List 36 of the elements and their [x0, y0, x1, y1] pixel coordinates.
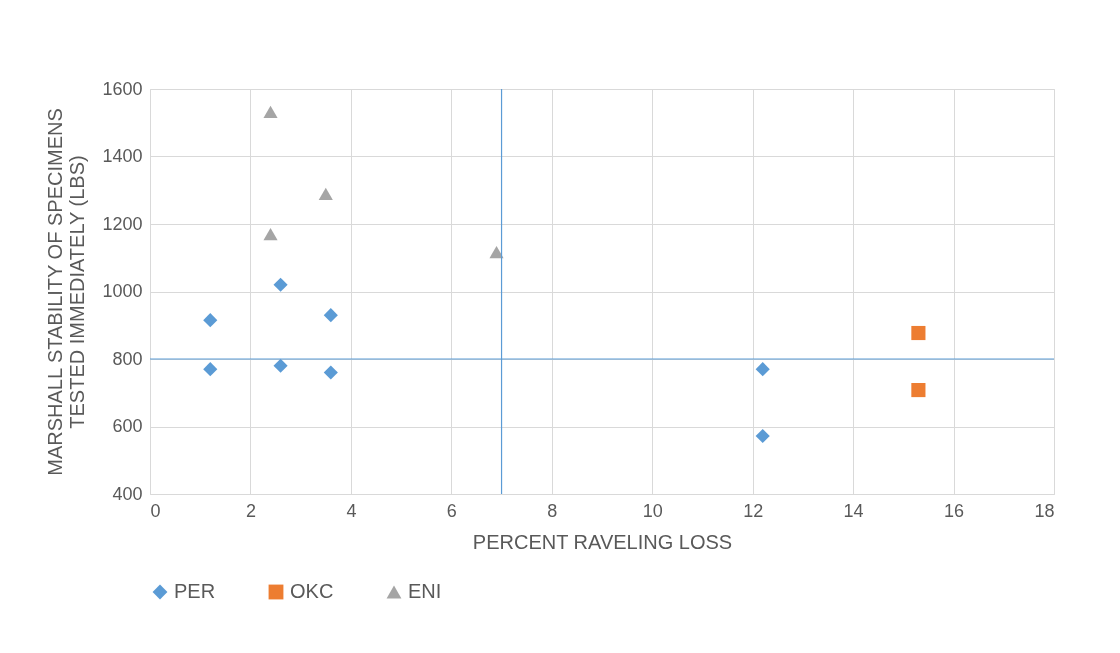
x-tick-label: 2 — [245, 500, 256, 521]
point — [273, 277, 288, 292]
legend-label: ENI — [408, 580, 442, 602]
point — [755, 362, 770, 377]
point — [911, 382, 926, 398]
y-tick-label: 1400 — [102, 146, 143, 166]
legend-label: PER — [174, 580, 216, 602]
x-tick-label: 14 — [843, 500, 864, 521]
y-tick-label: 1600 — [102, 78, 143, 99]
x-tick-label: 18 — [1034, 500, 1055, 521]
point — [318, 187, 333, 201]
y-tick-label: 1200 — [102, 213, 143, 234]
y-tick-label: 400 — [112, 483, 143, 504]
point — [755, 428, 770, 444]
legend-label: OKC — [290, 580, 334, 602]
y-axis-title: MARSHALL STABILITY OF SPECIMENS TESTED IMMEDIATELY (LBS) — [44, 108, 89, 476]
x-tick-label: 12 — [743, 500, 764, 521]
x-tick-label: 6 — [446, 500, 457, 521]
x-tick-label: 16 — [944, 500, 965, 521]
point — [323, 365, 338, 380]
x-tick-label: 4 — [346, 500, 357, 521]
point — [263, 228, 278, 241]
y-tick-label: 800 — [112, 348, 143, 369]
point — [203, 362, 218, 377]
x-tick-label: 0 — [150, 500, 161, 521]
y-tick-label: 600 — [112, 416, 143, 436]
point — [273, 358, 288, 373]
point — [489, 245, 504, 259]
x-tick-label: 8 — [547, 500, 558, 521]
point — [263, 105, 278, 119]
point — [203, 313, 218, 328]
point — [911, 325, 926, 341]
x-axis-title: PERCENT RAVELING LOSS — [472, 530, 733, 553]
point — [323, 308, 338, 323]
x-tick-label: 10 — [642, 500, 663, 521]
y-tick-label: 1000 — [102, 281, 143, 301]
